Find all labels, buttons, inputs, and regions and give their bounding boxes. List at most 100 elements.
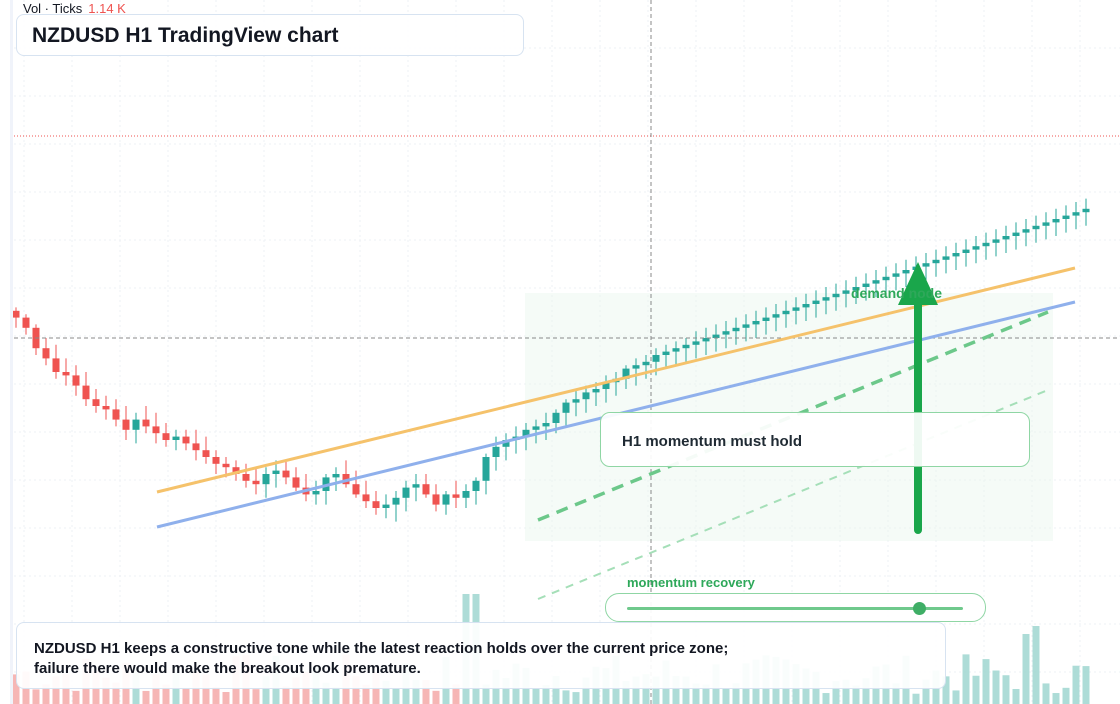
candle-body — [712, 334, 720, 338]
candle-body — [1042, 222, 1050, 226]
candle-body — [952, 253, 960, 257]
volume-bar — [722, 688, 730, 704]
candle-body — [982, 242, 990, 247]
volume-bar — [1042, 683, 1050, 704]
momentum-knob[interactable] — [913, 602, 927, 615]
volume-bar — [412, 679, 420, 704]
candle-body — [222, 463, 230, 468]
candle-body — [282, 470, 290, 478]
volume-bar — [922, 679, 930, 704]
volume-bar — [162, 684, 170, 704]
candle-body — [1052, 219, 1060, 223]
volume-bar — [142, 690, 150, 704]
candle-body — [202, 450, 210, 457]
candle-body — [1002, 236, 1010, 240]
candle-body — [532, 426, 540, 430]
volume-bar — [682, 676, 690, 704]
candle-body — [92, 399, 100, 406]
candle-body — [482, 457, 490, 481]
candle-body — [992, 239, 1000, 243]
momentum-slider[interactable] — [605, 593, 986, 622]
candle-body — [462, 491, 470, 498]
volume-legend[interactable]: Vol · Ticks 1.14 K — [23, 1, 126, 16]
volume-bar — [552, 675, 560, 704]
candle-body — [1082, 208, 1090, 213]
volume-bar — [962, 654, 970, 704]
candle-body — [792, 307, 800, 311]
candle-body — [132, 419, 140, 430]
candle-body — [1012, 232, 1020, 236]
candle-body — [82, 385, 90, 400]
candle-body — [802, 304, 810, 308]
chart-caption: NZDUSD H1 keeps a constructive tone whil… — [34, 640, 729, 677]
volume-bar — [532, 688, 540, 704]
volume-bar — [222, 691, 230, 704]
candle-body — [312, 491, 320, 495]
chart-title: NZDUSD H1 TradingView chart — [32, 24, 339, 47]
volume-bar — [1012, 688, 1020, 704]
candle-body — [572, 399, 580, 403]
volume-bar — [72, 690, 80, 704]
candle-body — [632, 365, 640, 369]
volume-value: 1.14 K — [88, 1, 126, 16]
candle-body — [362, 494, 370, 502]
candle-body — [922, 263, 930, 267]
volume-bar — [632, 676, 640, 704]
callout-text: H1 momentum must hold — [622, 433, 803, 450]
volume-bar — [352, 676, 360, 704]
candles — [12, 198, 1090, 522]
volume-bar — [392, 687, 400, 704]
volume-bar — [652, 676, 660, 704]
volume-bar — [1032, 626, 1040, 704]
volume-bar — [382, 680, 390, 704]
volume-bar — [362, 684, 370, 704]
candle-body — [412, 484, 420, 488]
candle-body — [552, 412, 560, 423]
candle-body — [932, 259, 940, 264]
momentum-track — [627, 607, 963, 610]
volume-bar — [282, 686, 290, 704]
candle-body — [62, 372, 70, 376]
volume-bar — [832, 681, 840, 704]
candle-body — [702, 338, 710, 342]
candle-body — [1072, 212, 1080, 216]
candle-body — [502, 440, 510, 447]
volume-bar — [322, 682, 330, 704]
candle-body — [812, 300, 820, 304]
volume-bar — [672, 675, 680, 704]
volume-bar — [702, 684, 710, 704]
candle-body — [972, 246, 980, 250]
candle-body — [662, 351, 670, 355]
bullish-arrow-icon — [898, 262, 938, 305]
candle-body — [562, 402, 570, 413]
candle-body — [872, 280, 880, 284]
candle-body — [822, 297, 830, 301]
candle-body — [342, 474, 350, 485]
volume-bar — [432, 690, 440, 704]
candle-body — [372, 501, 380, 508]
volume-bar — [332, 687, 340, 704]
trend-line-secondary — [537, 389, 1049, 600]
candle-body — [402, 487, 410, 498]
volume-bar — [1052, 693, 1060, 704]
candle-body — [492, 446, 500, 457]
candle-body — [12, 310, 20, 318]
candle-body — [272, 470, 280, 474]
candle-body — [602, 382, 610, 389]
volume-bar — [1022, 634, 1030, 704]
volume-bar — [1072, 665, 1080, 704]
candle-body — [192, 443, 200, 451]
volume-bar — [822, 693, 830, 704]
candle-body — [52, 358, 60, 372]
volume-label: Vol · Ticks — [23, 1, 83, 16]
candle-body — [722, 331, 730, 335]
candle-body — [472, 480, 480, 491]
volume-bar — [992, 670, 1000, 704]
volume-bar — [482, 684, 490, 704]
candle-body — [1022, 229, 1030, 233]
candle-body — [942, 256, 950, 260]
candle-body — [522, 429, 530, 437]
candle-body — [152, 426, 160, 434]
volume-bar — [452, 684, 460, 704]
trend-line-primary — [537, 310, 1049, 522]
